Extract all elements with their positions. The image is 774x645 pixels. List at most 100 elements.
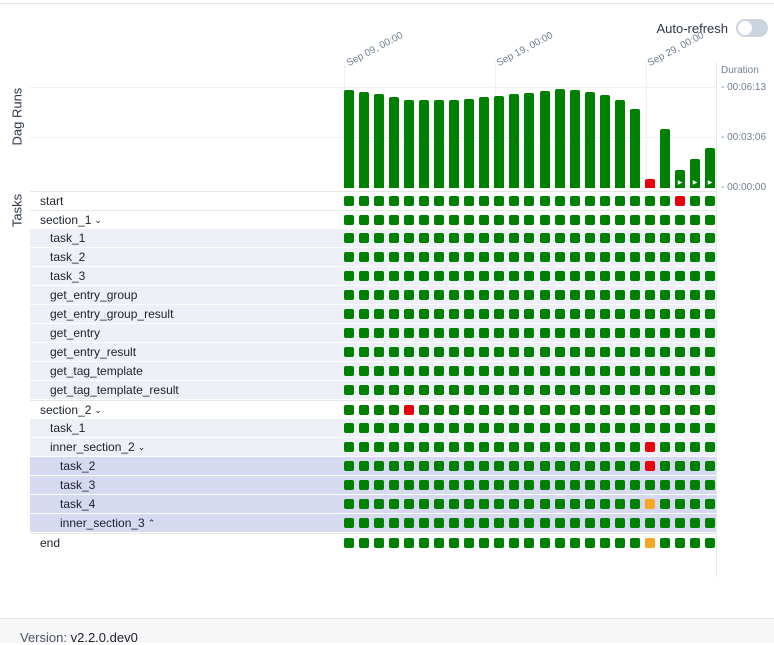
task-instance-cell[interactable] bbox=[479, 196, 489, 206]
task-instance-cell[interactable] bbox=[479, 233, 489, 243]
task-instance-cell[interactable] bbox=[344, 290, 354, 300]
task-instance-cell[interactable] bbox=[645, 215, 655, 225]
task-instance-cell[interactable] bbox=[509, 233, 519, 243]
task-instance-cell[interactable] bbox=[344, 366, 354, 376]
task-instance-cell[interactable] bbox=[660, 309, 670, 319]
task-instance-cell[interactable] bbox=[675, 347, 685, 357]
task-row[interactable]: task_1 bbox=[30, 229, 716, 248]
task-instance-cell[interactable] bbox=[359, 385, 369, 395]
task-instance-cell[interactable] bbox=[479, 328, 489, 338]
task-instance-cell[interactable] bbox=[705, 233, 715, 243]
chevron-up-icon[interactable]: ⌃ bbox=[147, 518, 156, 528]
task-instance-cell[interactable] bbox=[494, 405, 504, 415]
task-instance-cell[interactable] bbox=[479, 423, 489, 433]
task-instance-cell[interactable] bbox=[494, 423, 504, 433]
task-instance-cell[interactable] bbox=[660, 233, 670, 243]
task-instance-cell[interactable] bbox=[344, 252, 354, 262]
task-instance-cell[interactable] bbox=[434, 347, 444, 357]
dag-run-bar[interactable] bbox=[600, 95, 610, 188]
task-instance-cell[interactable] bbox=[630, 328, 640, 338]
task-instance-cell[interactable] bbox=[570, 423, 580, 433]
task-instance-cell[interactable] bbox=[389, 385, 399, 395]
task-instance-cell[interactable] bbox=[615, 347, 625, 357]
task-instance-cell[interactable] bbox=[555, 518, 565, 528]
task-instance-cell[interactable] bbox=[524, 385, 534, 395]
task-name[interactable]: task_2 bbox=[50, 250, 86, 264]
task-row[interactable]: inner_section_3 ⌃ bbox=[30, 514, 716, 533]
task-instance-cell[interactable] bbox=[524, 271, 534, 281]
task-instance-cell[interactable] bbox=[645, 518, 655, 528]
task-instance-cell[interactable] bbox=[555, 215, 565, 225]
task-instance-cell[interactable] bbox=[600, 309, 610, 319]
task-name[interactable]: task_4 bbox=[60, 497, 96, 511]
task-instance-cell[interactable] bbox=[344, 215, 354, 225]
task-instance-cell[interactable] bbox=[570, 461, 580, 471]
task-instance-cell[interactable] bbox=[464, 442, 474, 452]
task-instance-cell[interactable] bbox=[374, 328, 384, 338]
task-instance-cell[interactable] bbox=[630, 309, 640, 319]
task-instance-cell[interactable] bbox=[359, 290, 369, 300]
task-instance-cell[interactable] bbox=[600, 271, 610, 281]
task-instance-cell[interactable] bbox=[690, 480, 700, 490]
task-instance-cell[interactable] bbox=[524, 480, 534, 490]
task-instance-cell[interactable] bbox=[555, 385, 565, 395]
task-instance-cell[interactable] bbox=[630, 480, 640, 490]
task-instance-cell[interactable] bbox=[389, 252, 399, 262]
task-instance-cell[interactable] bbox=[479, 347, 489, 357]
task-instance-cell[interactable] bbox=[494, 328, 504, 338]
task-instance-cell[interactable] bbox=[705, 480, 715, 490]
task-instance-cell[interactable] bbox=[615, 461, 625, 471]
task-instance-cell[interactable] bbox=[540, 347, 550, 357]
task-instance-cell[interactable] bbox=[479, 442, 489, 452]
task-instance-cell[interactable] bbox=[434, 499, 444, 509]
task-row[interactable]: inner_section_2 ⌄ bbox=[30, 438, 716, 457]
task-instance-cell[interactable] bbox=[660, 461, 670, 471]
task-instance-cell[interactable] bbox=[359, 328, 369, 338]
auto-refresh-toggle[interactable] bbox=[736, 19, 768, 37]
task-instance-cell[interactable] bbox=[449, 442, 459, 452]
task-instance-cell[interactable] bbox=[570, 271, 580, 281]
dag-run-bar[interactable] bbox=[419, 100, 429, 188]
task-instance-cell[interactable] bbox=[540, 309, 550, 319]
task-instance-cell[interactable] bbox=[374, 442, 384, 452]
task-instance-cell[interactable] bbox=[645, 347, 655, 357]
task-instance-cell[interactable] bbox=[690, 538, 700, 548]
task-instance-cell[interactable] bbox=[675, 518, 685, 528]
task-instance-cell[interactable] bbox=[555, 196, 565, 206]
task-instance-cell[interactable] bbox=[479, 215, 489, 225]
task-instance-cell[interactable] bbox=[509, 215, 519, 225]
task-instance-cell[interactable] bbox=[434, 461, 444, 471]
task-instance-cell[interactable] bbox=[540, 461, 550, 471]
task-instance-cell[interactable] bbox=[449, 290, 459, 300]
task-instance-cell[interactable] bbox=[434, 538, 444, 548]
task-instance-cell[interactable] bbox=[509, 328, 519, 338]
task-instance-cell[interactable] bbox=[524, 233, 534, 243]
task-instance-cell[interactable] bbox=[690, 215, 700, 225]
task-row[interactable]: start bbox=[30, 191, 716, 210]
dag-run-bar[interactable] bbox=[570, 90, 580, 188]
task-instance-cell[interactable] bbox=[570, 499, 580, 509]
dag-run-bar[interactable] bbox=[374, 94, 384, 188]
task-instance-cell[interactable] bbox=[479, 271, 489, 281]
task-instance-cell[interactable] bbox=[479, 366, 489, 376]
task-instance-cell[interactable] bbox=[509, 461, 519, 471]
task-instance-cell[interactable] bbox=[359, 252, 369, 262]
task-instance-cell[interactable] bbox=[524, 366, 534, 376]
task-instance-cell[interactable] bbox=[494, 290, 504, 300]
task-instance-cell[interactable] bbox=[615, 328, 625, 338]
task-instance-cell[interactable] bbox=[479, 252, 489, 262]
task-instance-cell[interactable] bbox=[374, 252, 384, 262]
task-instance-cell[interactable] bbox=[419, 385, 429, 395]
task-instance-cell[interactable] bbox=[419, 290, 429, 300]
task-instance-cell[interactable] bbox=[464, 233, 474, 243]
task-instance-cell[interactable] bbox=[464, 499, 474, 509]
task-instance-cell[interactable] bbox=[494, 271, 504, 281]
task-instance-cell[interactable] bbox=[374, 405, 384, 415]
task-instance-cell[interactable] bbox=[344, 423, 354, 433]
task-instance-cell[interactable] bbox=[705, 366, 715, 376]
task-instance-cell[interactable] bbox=[509, 196, 519, 206]
task-instance-cell[interactable] bbox=[675, 385, 685, 395]
task-instance-cell[interactable] bbox=[660, 405, 670, 415]
task-instance-cell[interactable] bbox=[660, 480, 670, 490]
task-instance-cell[interactable] bbox=[660, 196, 670, 206]
